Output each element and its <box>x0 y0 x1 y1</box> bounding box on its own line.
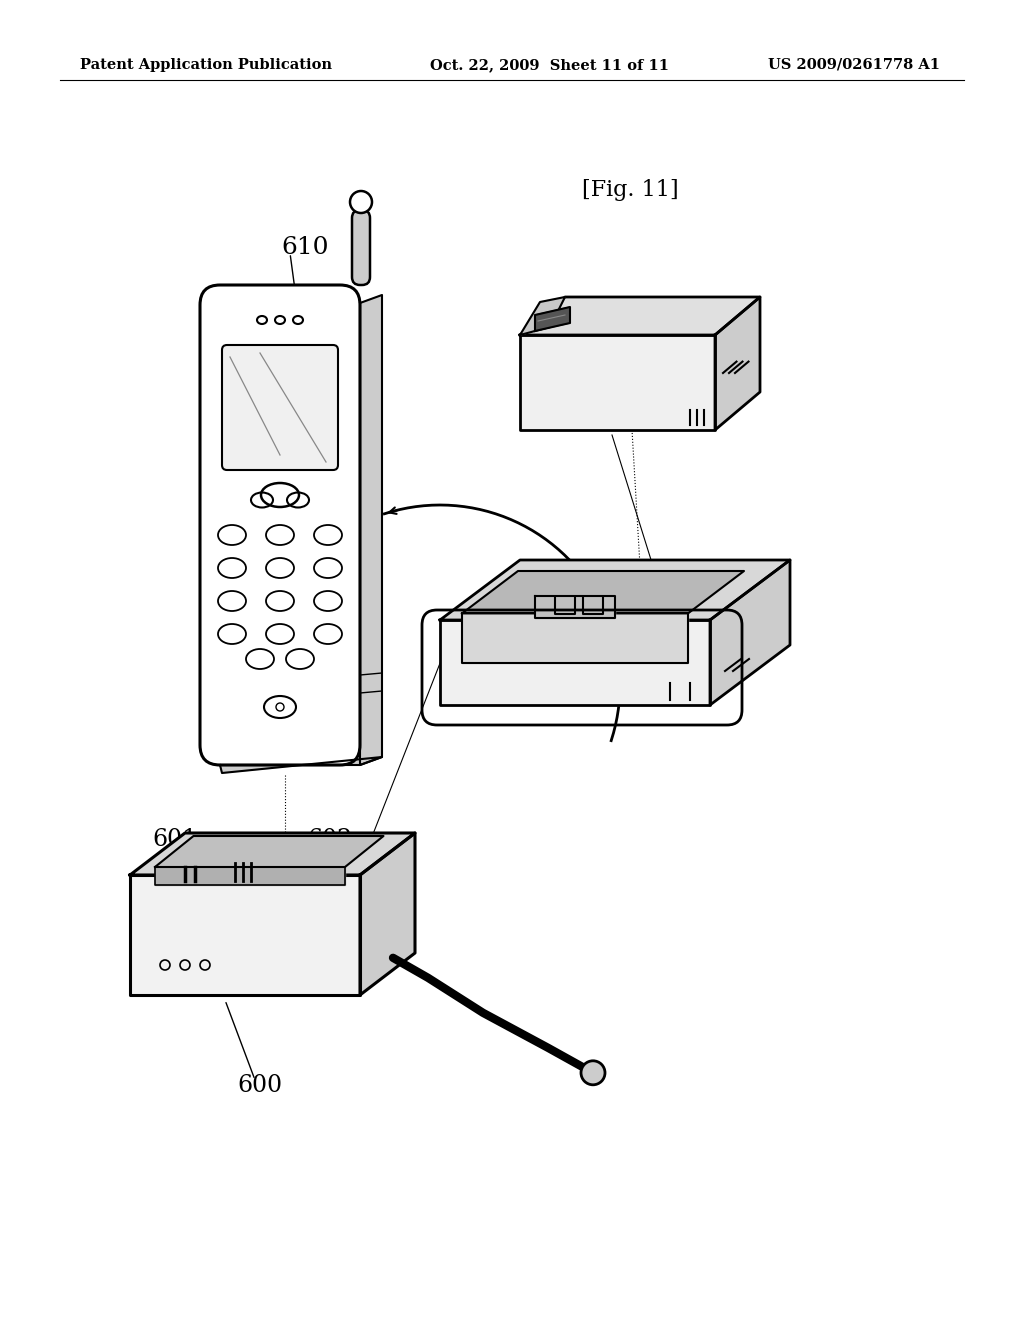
Polygon shape <box>440 620 710 705</box>
Text: 600: 600 <box>238 1073 283 1097</box>
Polygon shape <box>462 614 688 663</box>
FancyBboxPatch shape <box>200 285 360 766</box>
Polygon shape <box>360 833 415 995</box>
Polygon shape <box>130 875 360 995</box>
Polygon shape <box>155 836 384 867</box>
Text: 610: 610 <box>282 236 329 260</box>
Polygon shape <box>360 294 382 766</box>
Polygon shape <box>440 560 790 620</box>
Polygon shape <box>155 867 345 884</box>
Text: Patent Application Publication: Patent Application Publication <box>80 58 332 73</box>
FancyBboxPatch shape <box>222 345 338 470</box>
Polygon shape <box>710 560 790 705</box>
Ellipse shape <box>261 483 299 507</box>
Polygon shape <box>520 335 715 430</box>
Polygon shape <box>535 308 570 331</box>
Circle shape <box>350 191 372 213</box>
Polygon shape <box>535 597 615 618</box>
Text: 602: 602 <box>307 829 352 851</box>
Polygon shape <box>520 297 565 335</box>
Polygon shape <box>220 756 382 774</box>
Polygon shape <box>520 297 760 335</box>
Text: Oct. 22, 2009  Sheet 11 of 11: Oct. 22, 2009 Sheet 11 of 11 <box>430 58 669 73</box>
Polygon shape <box>715 297 760 430</box>
Polygon shape <box>130 833 415 875</box>
Text: US 2009/0261778 A1: US 2009/0261778 A1 <box>768 58 940 73</box>
FancyBboxPatch shape <box>352 210 370 285</box>
Polygon shape <box>462 572 744 614</box>
Text: [Fig. 11]: [Fig. 11] <box>582 180 678 201</box>
Text: 601: 601 <box>153 829 198 851</box>
Circle shape <box>581 1061 605 1085</box>
